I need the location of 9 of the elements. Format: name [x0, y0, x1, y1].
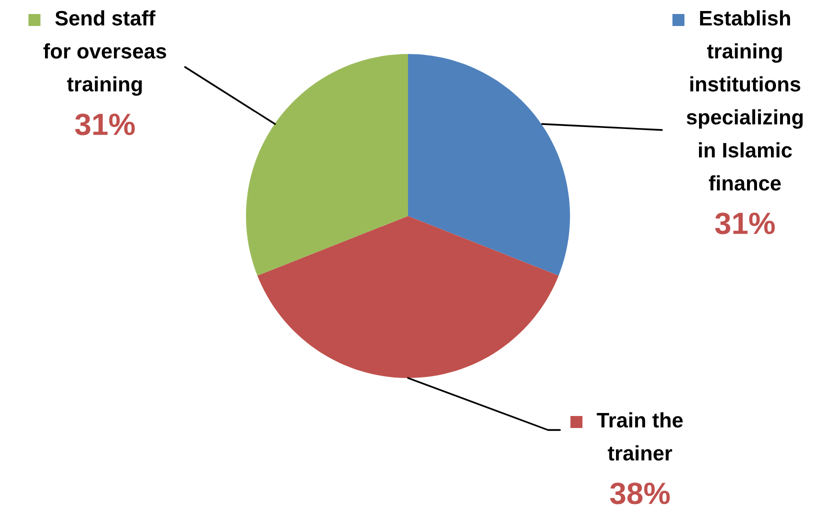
- pie-slice: [408, 54, 570, 276]
- legend-label: Train the trainer: [596, 412, 683, 461]
- legend-label: Send staff for overseas training: [43, 10, 166, 96]
- data-label: 31%: [715, 212, 775, 234]
- pie-slice: [246, 54, 408, 276]
- pie-slice: [257, 216, 559, 378]
- data-label: 38%: [610, 482, 670, 504]
- legend-label: Establish training institutions specializing in Islamic finance: [686, 10, 803, 191]
- data-label: 31%: [75, 114, 135, 136]
